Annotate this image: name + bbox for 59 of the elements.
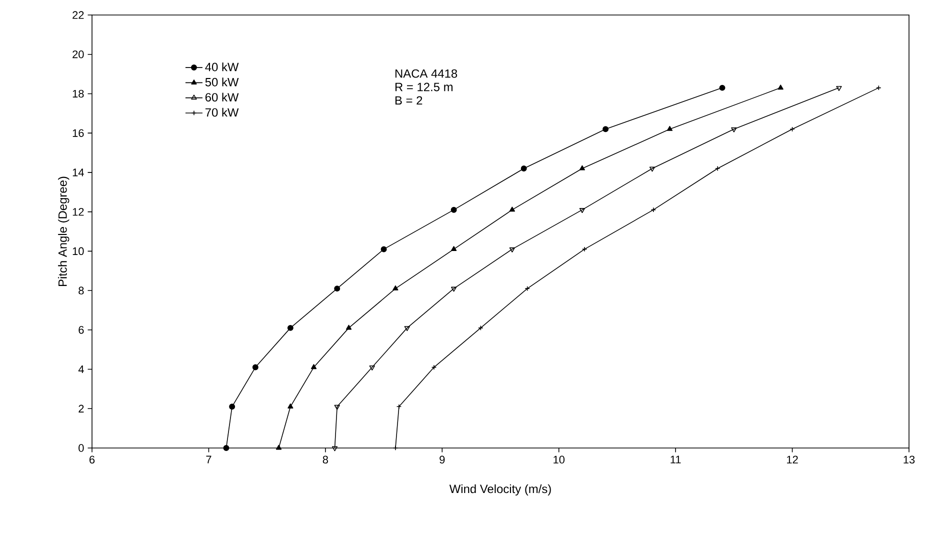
point [310, 364, 317, 370]
point [252, 364, 258, 370]
legend-label: 40 kW [205, 62, 239, 72]
y-tick-label: 4 [78, 365, 84, 374]
y-tick-label: 6 [78, 326, 84, 334]
y-tick-label: 16 [72, 129, 84, 137]
x-tick-label: 11 [670, 456, 681, 464]
annotation: NACA 4418 [395, 69, 458, 78]
point [404, 326, 410, 332]
y-tick-label: 18 [72, 90, 84, 98]
y-tick-label: 12 [72, 208, 84, 216]
point [509, 247, 515, 252]
point [602, 126, 609, 132]
point [288, 403, 294, 408]
point [229, 404, 236, 410]
x-tick-label: 13 [904, 456, 915, 464]
point [520, 166, 527, 172]
point [223, 444, 230, 451]
y-tick-label: 22 [72, 11, 84, 19]
y-tick-label: 0 [78, 444, 84, 452]
legend-label: 50 kW [205, 78, 239, 86]
point [731, 127, 737, 132]
point [579, 165, 586, 170]
point [450, 206, 457, 213]
point [276, 444, 282, 450]
y-tick-label: 14 [72, 168, 84, 176]
point [778, 84, 784, 90]
point [719, 84, 726, 91]
annotation: B = 2 [395, 96, 422, 105]
point [334, 404, 340, 410]
point [451, 286, 457, 292]
point [334, 286, 340, 292]
x-axis-title: Wind Velocity (m/s) [449, 484, 551, 496]
y-tick-label: 10 [72, 247, 84, 256]
x-tick-label: 10 [554, 456, 565, 464]
point [380, 246, 387, 252]
legend-label: 70 kW [205, 108, 239, 117]
x-tick-label: 8 [322, 456, 328, 464]
point [715, 166, 720, 172]
point [392, 285, 398, 290]
point [287, 324, 294, 331]
point [579, 208, 586, 214]
point [524, 286, 530, 292]
x-tick-label: 12 [787, 456, 798, 464]
y-axis-title: Pitch Angle (Degree) [58, 176, 70, 286]
x-tick-label: 7 [206, 456, 212, 464]
point [649, 166, 656, 172]
point [509, 206, 515, 212]
point [369, 365, 375, 370]
x-tick-label: 9 [440, 456, 445, 464]
y-tick-label: 8 [78, 286, 84, 294]
y-tick-label: 2 [78, 404, 84, 412]
point [666, 126, 673, 131]
point [451, 246, 457, 251]
y-tick-label: 20 [72, 50, 84, 58]
point [346, 324, 352, 330]
annotation: R = 12.5 m [395, 82, 452, 92]
legend-label: 60 kW [205, 92, 239, 102]
x-tick-label: 6 [90, 456, 95, 464]
